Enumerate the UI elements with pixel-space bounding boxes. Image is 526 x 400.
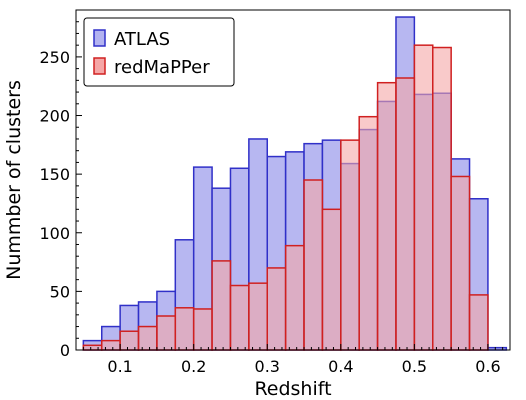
redmapper-bar-12 xyxy=(303,179,324,351)
redmapper-bar-1 xyxy=(100,339,121,351)
redmapper-bar-5 xyxy=(174,307,195,351)
redmapper-bar-19 xyxy=(432,46,452,351)
legend-label-atlas: ATLAS xyxy=(114,29,170,50)
legend-box xyxy=(83,17,235,87)
x-axis-ticks: 0.1 0.2 0.3 0.4 0.5 0.6 xyxy=(82,344,504,376)
x-axis-label: Redshift xyxy=(254,378,331,400)
redmapper-bar-11 xyxy=(284,244,305,351)
redmapper-bar-6 xyxy=(192,308,213,351)
x-tick-label-1: 0.2 xyxy=(181,357,206,376)
redmapper-bar-7 xyxy=(211,260,232,351)
x-tick-label-3: 0.4 xyxy=(328,357,353,376)
y-axis-label: Nummber of clusters xyxy=(3,80,25,280)
legend-label-redmapper: redMaPPer xyxy=(114,57,210,78)
redmapper-bar-20 xyxy=(450,175,471,351)
legend-swatch-atlas xyxy=(93,29,106,47)
redmapper-bar-18 xyxy=(413,44,434,351)
redmapper-bar-0 xyxy=(82,344,103,351)
y-axis-ticks: 0 50 100 150 200 250 xyxy=(39,21,82,360)
redmapper-bar-9 xyxy=(248,282,269,351)
y-tick-label-4: 200 xyxy=(39,107,70,126)
redmapper-bar-17 xyxy=(395,77,416,351)
y-tick-label-2: 100 xyxy=(39,224,70,243)
x-tick-label-2: 0.3 xyxy=(255,357,280,376)
x-tick-label-4: 0.5 xyxy=(402,357,427,376)
plot-frame xyxy=(75,9,511,351)
legend-swatch-redmapper xyxy=(93,57,106,75)
legend: ATLAS redMaPPer xyxy=(83,17,235,87)
redmapper-bar-8 xyxy=(229,284,250,351)
redmapper-bar-21 xyxy=(468,294,489,351)
redmapper-bar-13 xyxy=(321,208,342,351)
y-tick-label-0: 0 xyxy=(60,341,70,360)
redmapper-bars xyxy=(82,44,489,351)
redmapper-bar-4 xyxy=(156,315,177,351)
redmapper-bar-10 xyxy=(266,267,287,351)
x-tick-label-0: 0.1 xyxy=(107,357,132,376)
redmapper-bar-14 xyxy=(340,139,360,351)
redmapper-bar-16 xyxy=(376,81,397,351)
redmapper-bar-3 xyxy=(137,325,158,351)
x-tick-label-5: 0.6 xyxy=(475,357,500,376)
y-tick-label-1: 50 xyxy=(50,282,70,301)
y-tick-label-3: 150 xyxy=(39,165,70,184)
redmapper-bar-2 xyxy=(119,330,140,351)
redmapper-bar-15 xyxy=(358,115,379,351)
y-tick-label-5: 250 xyxy=(39,48,70,67)
